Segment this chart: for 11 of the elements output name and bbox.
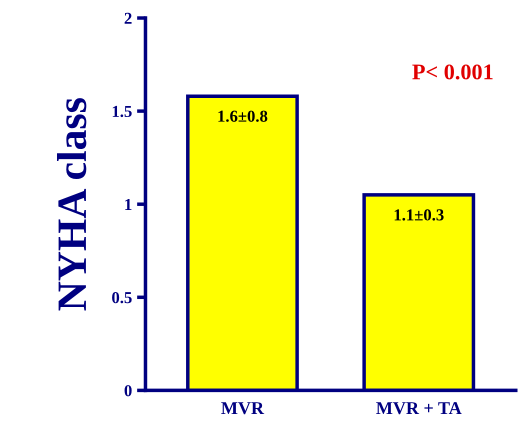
y-tick-label: 0 — [124, 385, 132, 396]
y-tick-label: 2 — [124, 12, 132, 24]
data-label: 1.1±0.3 — [394, 209, 444, 221]
x-tick-label: MVR — [221, 402, 264, 414]
annotation: P< 0.001 — [412, 64, 493, 80]
y-tick-label: 1 — [125, 198, 132, 210]
data-label: 1.6±0.8 — [218, 110, 268, 122]
y-axis-title: NYHA class — [56, 98, 86, 310]
y-tick-label: 0.5 — [112, 292, 132, 304]
x-tick-label: MVR + TA — [376, 402, 462, 414]
y-tick-label: 1.5 — [112, 106, 132, 118]
